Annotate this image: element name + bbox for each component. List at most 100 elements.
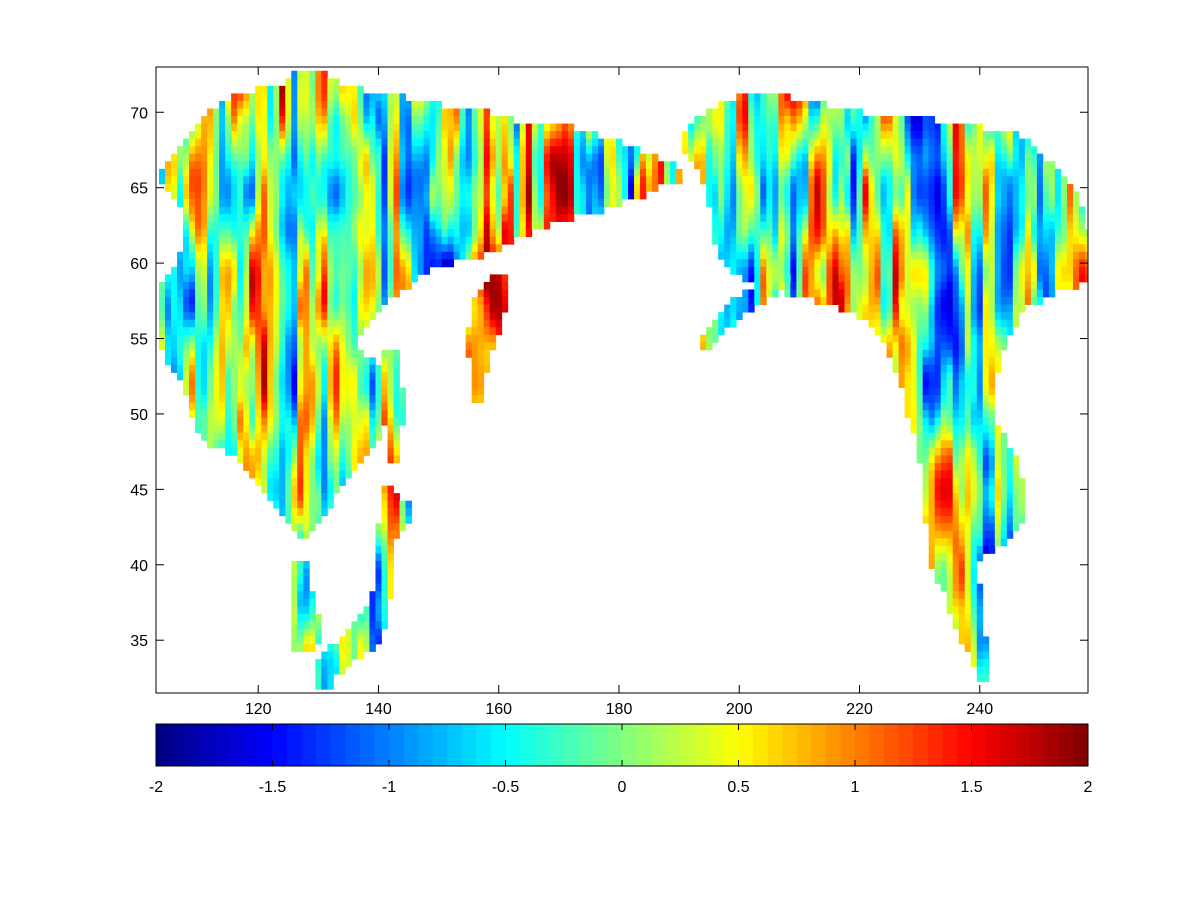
heatmap-cell	[970, 387, 978, 396]
heatmap-cell	[1012, 131, 1020, 140]
heatmap-cell	[309, 198, 316, 207]
heatmap-cell	[483, 281, 491, 290]
heatmap-cell	[381, 161, 388, 170]
heatmap-cell	[291, 289, 298, 298]
heatmap-cell	[483, 198, 491, 207]
heatmap-cell	[381, 349, 388, 358]
heatmap-cell	[543, 183, 551, 192]
heatmap-cell	[754, 146, 761, 155]
heatmap-cell	[597, 206, 605, 215]
heatmap-cell	[315, 364, 322, 373]
heatmap-cell	[195, 274, 202, 283]
heatmap-cell	[249, 191, 256, 200]
heatmap-cell	[772, 274, 779, 283]
heatmap-cell	[658, 176, 665, 185]
heatmap-cell	[279, 161, 286, 170]
heatmap-cell	[916, 372, 924, 381]
heatmap-cell	[970, 146, 978, 155]
heatmap-cell	[868, 206, 875, 215]
heatmap-cell	[375, 153, 382, 162]
heatmap-cell	[880, 168, 887, 177]
heatmap-cell	[339, 425, 346, 434]
heatmap-cell	[327, 191, 334, 200]
heatmap-cell	[832, 229, 839, 238]
heatmap-cell	[892, 161, 899, 170]
heatmap-cell	[207, 259, 214, 268]
heatmap-cell	[928, 500, 936, 509]
heatmap-cell	[910, 131, 918, 140]
heatmap-cell	[375, 108, 382, 117]
heatmap-cell	[501, 274, 509, 283]
heatmap-cell	[928, 281, 936, 290]
heatmap-cell	[760, 198, 767, 207]
heatmap-cell	[814, 108, 821, 117]
heatmap-cell	[237, 319, 244, 328]
heatmap-cell	[946, 183, 954, 192]
heatmap-cell	[507, 229, 515, 238]
heatmap-cell	[483, 334, 491, 343]
heatmap-cell	[363, 108, 370, 117]
heatmap-cell	[940, 312, 948, 321]
heatmap-cell	[477, 236, 485, 245]
heatmap-cell	[309, 440, 316, 449]
heatmap-cell	[880, 229, 887, 238]
heatmap-cell	[1054, 168, 1062, 177]
heatmap-cell	[477, 138, 485, 147]
heatmap-cell	[591, 146, 599, 155]
heatmap-cell	[495, 221, 503, 230]
heatmap-cell	[748, 176, 755, 185]
heatmap-cell	[796, 281, 803, 290]
heatmap-cell	[790, 176, 797, 185]
heatmap-cell	[219, 138, 226, 147]
heatmap-cell	[489, 312, 497, 321]
heatmap-cell	[237, 304, 244, 313]
heatmap-cell	[838, 214, 845, 223]
heatmap-cell	[237, 206, 244, 215]
heatmap-cell	[988, 523, 996, 532]
heatmap-cell	[603, 146, 611, 155]
heatmap-cell	[195, 417, 202, 426]
heatmap-cell	[207, 334, 214, 343]
heatmap-cell	[393, 214, 400, 223]
heatmap-cell	[940, 146, 948, 155]
heatmap-cell	[880, 274, 887, 283]
heatmap-cell	[543, 168, 551, 177]
heatmap-cell	[1054, 266, 1062, 275]
heatmap-cell	[952, 447, 960, 456]
heatmap-cell	[982, 410, 990, 419]
heatmap-cell	[952, 455, 960, 464]
heatmap-cell	[423, 229, 430, 238]
heatmap-cell	[267, 229, 274, 238]
heatmap-cell	[213, 153, 220, 162]
heatmap-cell	[880, 259, 887, 268]
heatmap-cell	[1042, 236, 1050, 245]
heatmap-cell	[165, 183, 172, 192]
heatmap-cell	[1006, 447, 1014, 456]
heatmap-cell	[1006, 131, 1014, 140]
heatmap-cell	[267, 455, 274, 464]
heatmap-cell	[760, 274, 767, 283]
heatmap-cell	[940, 402, 948, 411]
region-japan	[315, 485, 412, 690]
heatmap-cell	[465, 161, 473, 170]
heatmap-cell	[525, 221, 533, 230]
heatmap-cell	[345, 221, 352, 230]
heatmap-cell	[814, 116, 821, 124]
heatmap-cell	[946, 576, 954, 585]
heatmap-cell	[567, 168, 575, 177]
heatmap-cell	[465, 236, 473, 245]
heatmap-cell	[910, 410, 918, 419]
heatmap-cell	[706, 108, 713, 117]
heatmap-cell	[922, 402, 930, 411]
heatmap-cell	[225, 100, 232, 109]
heatmap-cell	[724, 236, 731, 245]
heatmap-cell	[375, 553, 382, 562]
heatmap-cell	[171, 364, 178, 373]
heatmap-cell	[531, 153, 539, 162]
heatmap-cell	[814, 297, 821, 305]
heatmap-cell	[513, 123, 521, 132]
heatmap-cell	[213, 425, 220, 434]
heatmap-cell	[1018, 236, 1026, 245]
heatmap-cell	[519, 146, 527, 155]
heatmap-cell	[231, 334, 238, 343]
